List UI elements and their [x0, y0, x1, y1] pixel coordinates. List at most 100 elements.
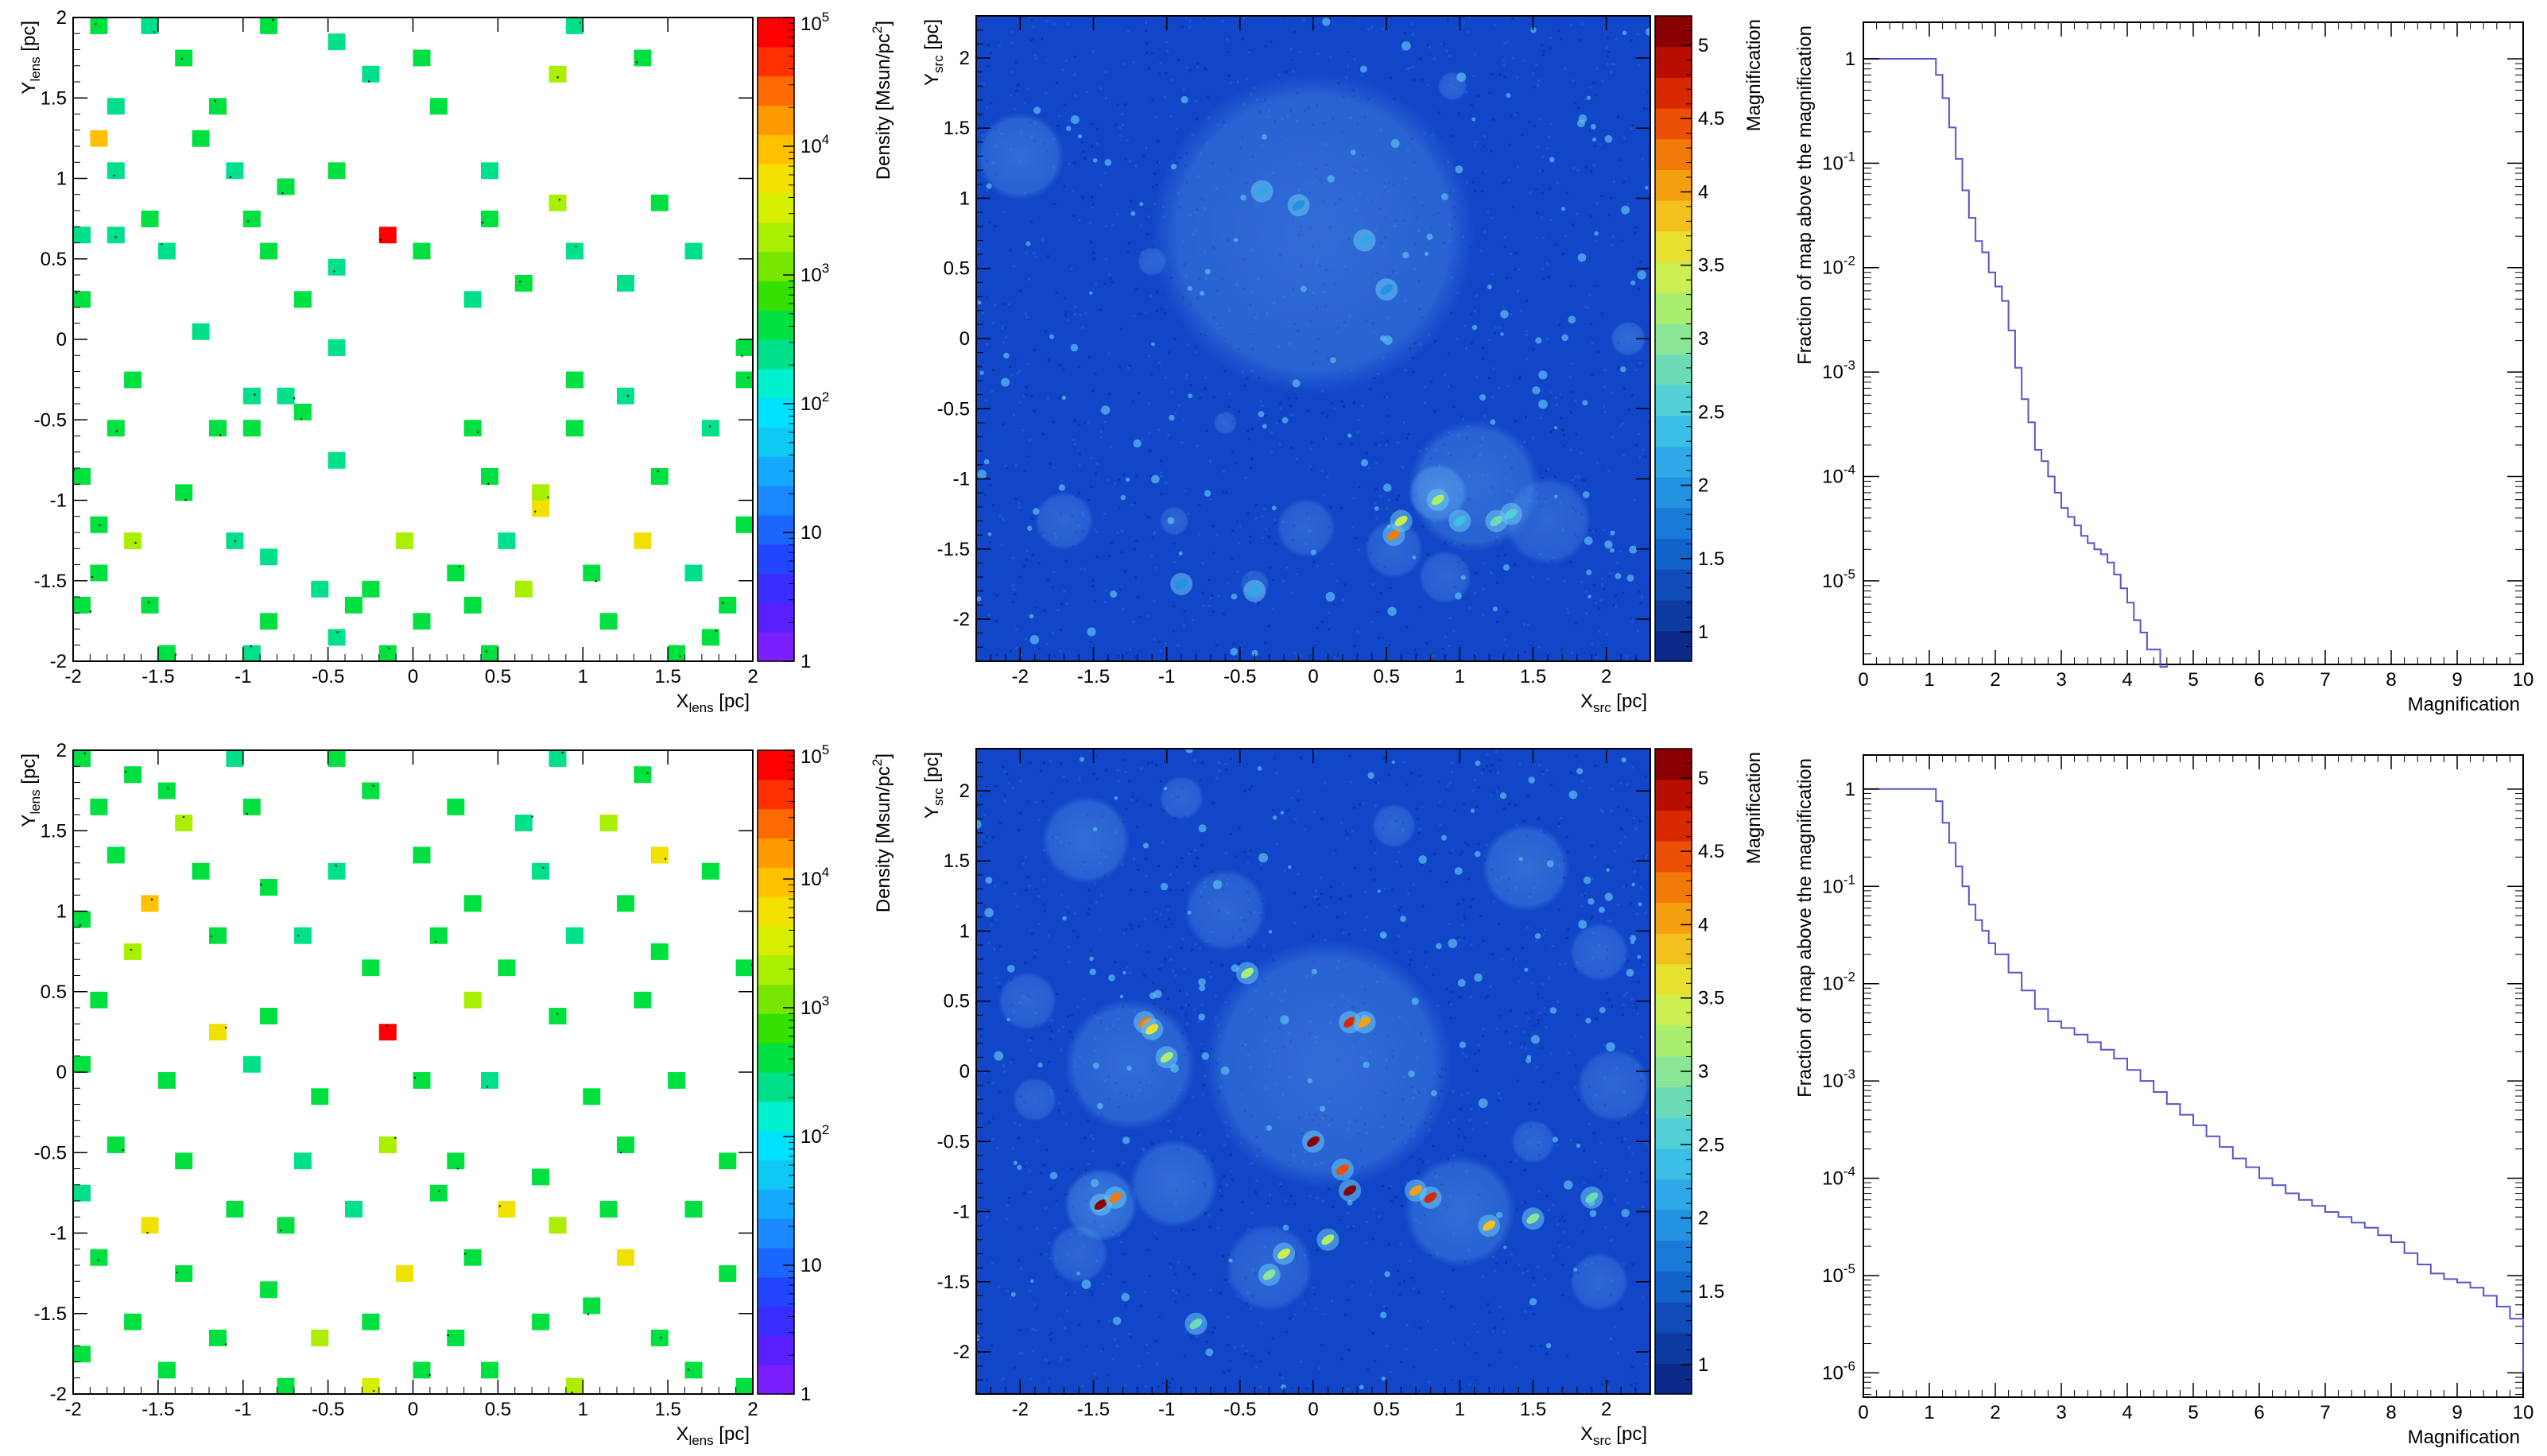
noise-speckle	[1568, 375, 1572, 378]
noise-speckle	[1604, 368, 1607, 371]
noise-speckle	[1150, 555, 1153, 558]
noise-speckle	[1231, 450, 1235, 453]
y-tick-label: 2	[959, 48, 970, 69]
noise-speckle	[1082, 150, 1085, 153]
colorbar-tick-label: 1	[801, 1384, 811, 1405]
density-cell	[157, 782, 176, 800]
y-tick-label: 10-2	[1822, 970, 1855, 995]
noise-speckle	[1087, 1163, 1090, 1165]
noise-speckle	[1622, 885, 1625, 888]
noise-speckle	[1014, 893, 1017, 896]
colorbar-title: Density [Msun/pc2]	[870, 753, 894, 912]
noise-speckle	[1264, 414, 1267, 417]
noise-speckle	[1547, 276, 1550, 279]
noise-speckle	[1514, 251, 1518, 254]
noise-speckle	[1194, 849, 1197, 851]
noise-speckle	[1133, 314, 1136, 317]
noise-speckle	[1535, 1066, 1538, 1069]
magnified-dot	[1586, 95, 1591, 100]
noise-speckle	[1369, 1293, 1372, 1296]
noise-speckle	[1494, 331, 1496, 335]
noise-speckle	[1344, 584, 1347, 587]
noise-speckle	[1509, 1041, 1511, 1044]
noise-speckle	[1516, 76, 1519, 79]
x-tick-label: -1	[1158, 1399, 1175, 1420]
magnified-dot	[1638, 902, 1642, 907]
noise-speckle	[1537, 817, 1541, 820]
x-tick-label: -2	[1012, 1399, 1029, 1420]
colorbar-band	[1655, 569, 1692, 601]
noise-speckle	[1594, 653, 1597, 656]
noise-speckle	[1090, 242, 1093, 245]
noise-speckle	[1357, 548, 1360, 552]
noise-speckle	[1292, 1318, 1295, 1321]
density-map-bottom: -2 -1.5 -1 -0.5 0 0.5 1 1.5 2-2-1.5-1-0.500.511.…	[18, 740, 894, 1448]
noise-speckle	[1153, 172, 1157, 175]
noise-speckle	[1156, 1361, 1159, 1365]
noise-speckle	[1052, 1035, 1055, 1038]
noise-speckle	[1100, 893, 1103, 896]
x-tick-label: 0	[408, 666, 418, 687]
noise-speckle	[1506, 277, 1509, 280]
y-axis-title: Ysrc [pc]	[921, 752, 946, 819]
noise-speckle	[1018, 401, 1022, 404]
noise-speckle	[1101, 1283, 1104, 1286]
x-tick-label: -1	[235, 666, 251, 687]
noise-speckle	[1592, 583, 1595, 587]
density-cell	[209, 420, 227, 437]
star-dot	[225, 1343, 227, 1346]
noise-speckle	[1529, 192, 1532, 195]
subhalo-caustic	[1034, 491, 1094, 551]
star-dot	[646, 772, 649, 774]
noise-speckle	[1164, 642, 1167, 645]
density-cell	[328, 750, 346, 767]
noise-speckle	[1194, 347, 1197, 350]
noise-speckle	[1180, 1228, 1184, 1231]
noise-speckle	[1124, 1384, 1127, 1387]
x-tick-label: -1.5	[142, 666, 174, 687]
noise-speckle	[1456, 337, 1459, 340]
colorbar-band	[758, 456, 794, 486]
x-tick-label: 1.5	[654, 1399, 680, 1420]
noise-speckle	[1397, 850, 1400, 854]
noise-speckle	[1087, 420, 1091, 424]
noise-speckle	[1238, 16, 1241, 19]
noise-speckle	[1369, 1280, 1372, 1283]
colorbar-band	[758, 486, 794, 516]
noise-speckle	[1483, 135, 1486, 138]
noise-speckle	[1401, 49, 1404, 52]
star-dot	[134, 542, 137, 544]
noise-speckle	[1146, 614, 1149, 618]
noise-speckle	[1145, 146, 1148, 149]
noise-speckle	[1285, 71, 1288, 74]
star-dot	[485, 650, 487, 652]
noise-speckle	[1107, 1373, 1110, 1377]
noise-speckle	[1370, 652, 1373, 655]
magnified-dot	[1037, 1063, 1043, 1068]
colorbar-tick-label: 2	[1698, 475, 1708, 497]
noise-speckle	[1508, 178, 1510, 181]
noise-speckle	[1639, 1036, 1642, 1039]
noise-speckle	[1576, 1187, 1580, 1191]
magnified-dot	[1384, 1271, 1390, 1277]
star-dot	[235, 540, 236, 542]
noise-speckle	[1221, 490, 1224, 494]
noise-speckle	[1108, 1320, 1111, 1322]
colorbar-tick-label: 104	[801, 865, 829, 890]
magnified-dot	[1114, 796, 1118, 800]
noise-speckle	[1070, 1014, 1073, 1017]
noise-speckle	[1247, 945, 1250, 948]
noise-speckle	[1340, 821, 1343, 824]
noise-speckle	[1372, 1237, 1374, 1241]
density-cell	[599, 1201, 618, 1218]
noise-speckle	[1070, 267, 1073, 270]
noise-speckle	[1373, 878, 1375, 881]
noise-speckle	[990, 1344, 993, 1347]
noise-speckle	[1388, 1187, 1390, 1190]
caustic-spot	[1146, 1024, 1159, 1035]
magnified-dot	[1436, 943, 1442, 950]
noise-speckle	[1626, 1179, 1629, 1182]
noise-speckle	[1365, 1221, 1368, 1224]
noise-speckle	[1356, 485, 1359, 488]
star-dot	[79, 924, 81, 927]
